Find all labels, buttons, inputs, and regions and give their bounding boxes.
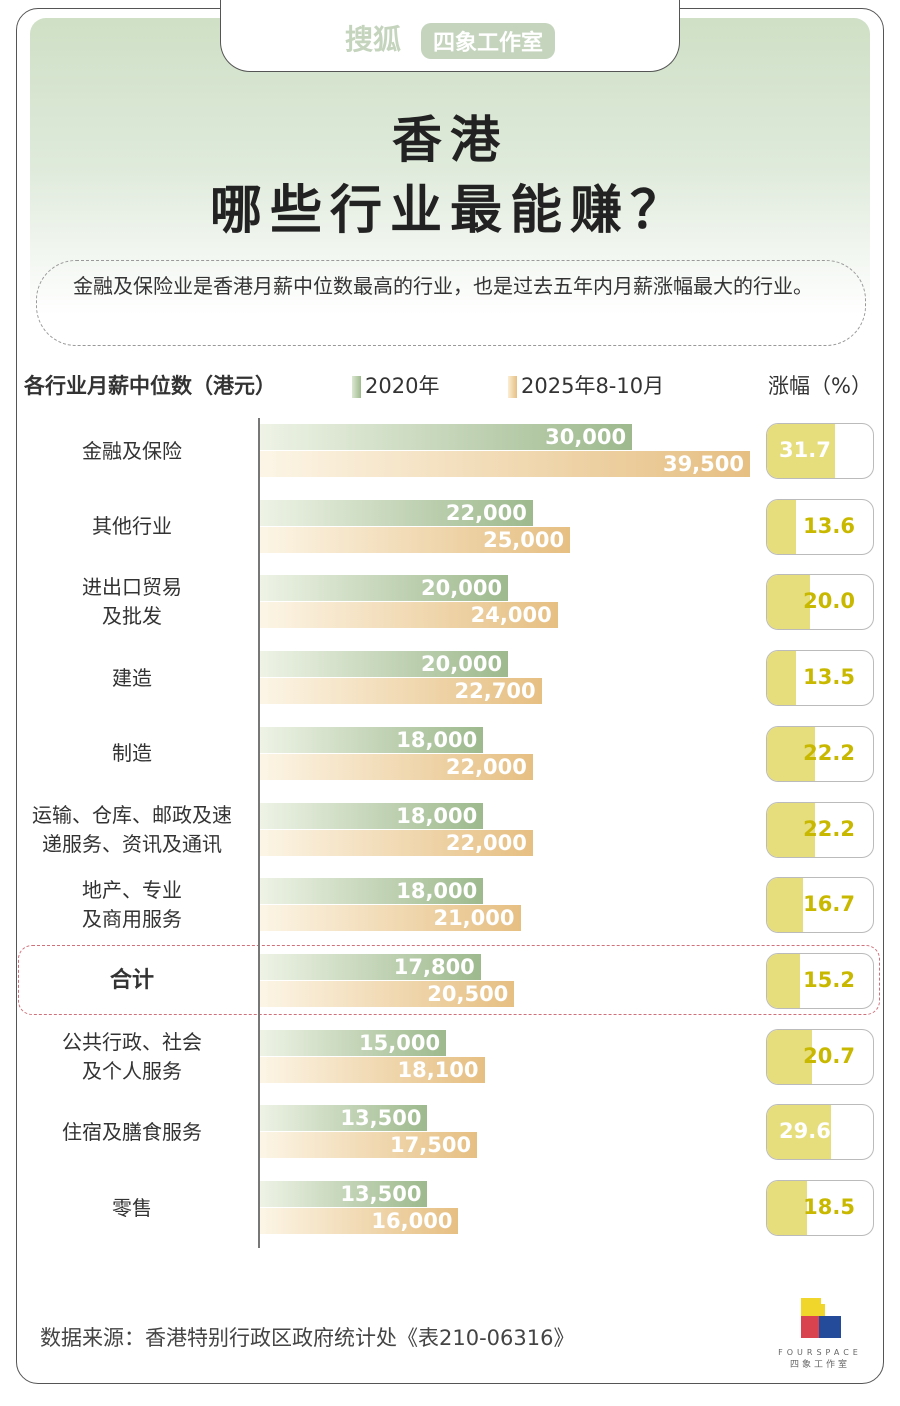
bar-2025: 22,700 xyxy=(260,678,542,705)
legend-label-2020: 2020年 xyxy=(365,374,440,398)
category-label: 地产、专业 及商用服务 xyxy=(82,878,182,932)
brand: 搜狐 四象工作室 xyxy=(0,18,900,59)
brand-tag: 四象工作室 xyxy=(421,23,556,59)
growth-fill xyxy=(767,1105,831,1160)
growth-gauge: 20.0 xyxy=(766,574,874,631)
growth-value: 20.0 xyxy=(803,589,855,614)
growth-header: 涨幅（%） xyxy=(768,374,872,398)
bar-2020: 18,000 xyxy=(260,802,484,829)
category-label: 住宿及膳食服务 xyxy=(62,1119,202,1144)
bar-2025: 25,000 xyxy=(260,526,571,553)
bar-2025: 17,500 xyxy=(260,1132,478,1159)
growth-fill xyxy=(767,802,815,857)
bar-2025: 16,000 xyxy=(260,1208,459,1234)
growth-fill xyxy=(767,1181,807,1235)
growth-gauge: 15.2 xyxy=(766,952,874,1009)
growth-gauge: 18.5 xyxy=(766,1180,874,1236)
title-line1: 香港 xyxy=(392,111,508,169)
logo-text-en: FOURSPACE xyxy=(778,1348,862,1357)
bar-2025: 24,000 xyxy=(260,602,558,629)
description: 金融及保险业是香港月薪中位数最高的行业，也是过去五年内月薪涨幅最大的行业。 xyxy=(36,260,866,346)
bar-2025: 22,000 xyxy=(260,753,533,780)
growth-value: 16.7 xyxy=(803,892,855,917)
bar-2020: 22,000 xyxy=(260,499,533,526)
category-label: 建造 xyxy=(112,665,152,690)
data-source: 数据来源：香港特别行政区政府统计处《表210-06316》 xyxy=(40,1326,575,1350)
brand-name: 搜狐 xyxy=(344,23,401,56)
growth-fill xyxy=(767,878,804,933)
bar-2020: 18,000 xyxy=(260,726,484,753)
total-highlight-box xyxy=(18,945,880,1015)
header-background xyxy=(30,18,870,348)
bar-2020: 13,500 xyxy=(260,1181,428,1207)
growth-value: 22.2 xyxy=(803,816,855,841)
legend-2025: 2025年8-10月 xyxy=(508,370,664,400)
legend-label-2025: 2025年8-10月 xyxy=(521,374,665,398)
category-label: 公共行政、社会 及个人服务 xyxy=(62,1029,202,1083)
bar-2020: 20,000 xyxy=(260,651,509,678)
category-label: 零售 xyxy=(112,1195,152,1220)
bar-2025: 39,500 xyxy=(260,451,750,477)
growth-value: 22.2 xyxy=(803,740,855,765)
legend-swatch-2020 xyxy=(352,376,361,398)
title-line2: 哪些行业最能赚？ xyxy=(209,181,690,241)
growth-gauge: 13.5 xyxy=(766,650,874,707)
growth-value: 20.7 xyxy=(803,1043,855,1068)
growth-gauge: 31.7 xyxy=(766,423,874,479)
bar-2025: 18,100 xyxy=(260,1056,485,1083)
category-label: 合计 xyxy=(109,968,154,994)
growth-fill xyxy=(767,1029,812,1084)
growth-fill xyxy=(767,651,797,706)
growth-fill xyxy=(767,575,811,630)
bar-2020: 13,500 xyxy=(260,1105,428,1132)
bar-2020: 18,000 xyxy=(260,878,484,905)
category-label: 金融及保险 xyxy=(82,438,182,463)
growth-value: 13.6 xyxy=(803,513,855,538)
y-axis-line xyxy=(258,418,260,1248)
growth-value: 18.5 xyxy=(803,1195,855,1219)
growth-value: 13.5 xyxy=(803,665,855,690)
category-label: 制造 xyxy=(112,741,152,766)
bar-2025: 21,000 xyxy=(260,905,521,932)
fourspace-logo: FOURSPACE 四象工作室 xyxy=(770,1296,870,1370)
growth-fill xyxy=(767,726,815,781)
growth-value: 29.6 xyxy=(779,1119,831,1144)
legend-swatch-2025 xyxy=(508,376,517,398)
bar-2025: 20,500 xyxy=(260,980,515,1007)
bar-2020: 20,000 xyxy=(260,575,509,602)
growth-gauge: 22.2 xyxy=(766,725,874,782)
bar-2025: 22,000 xyxy=(260,829,533,856)
bar-2020: 17,800 xyxy=(260,953,481,980)
growth-value: 15.2 xyxy=(803,967,855,992)
growth-gauge: 29.6 xyxy=(766,1104,874,1161)
growth-fill xyxy=(767,953,800,1008)
growth-fill xyxy=(767,424,836,478)
category-label: 运输、仓库、邮政及速 递服务、资讯及通讯 xyxy=(32,802,232,856)
growth-fill xyxy=(767,499,797,554)
chart-title: 各行业月薪中位数（港元） xyxy=(24,374,276,398)
legend-2020: 2020年 xyxy=(352,370,439,400)
growth-gauge: 13.6 xyxy=(766,498,874,555)
logo-text-cn: 四象工作室 xyxy=(789,1360,850,1370)
growth-value: 31.7 xyxy=(779,438,831,462)
growth-gauge: 16.7 xyxy=(766,877,874,934)
growth-gauge: 20.7 xyxy=(766,1028,874,1085)
growth-gauge: 22.2 xyxy=(766,801,874,858)
puzzle-logo-icon xyxy=(801,1298,841,1338)
category-label: 进出口贸易 及批发 xyxy=(82,575,182,629)
category-label: 其他行业 xyxy=(92,514,172,539)
bar-2020: 30,000 xyxy=(260,424,633,450)
bar-2020: 15,000 xyxy=(260,1029,447,1056)
